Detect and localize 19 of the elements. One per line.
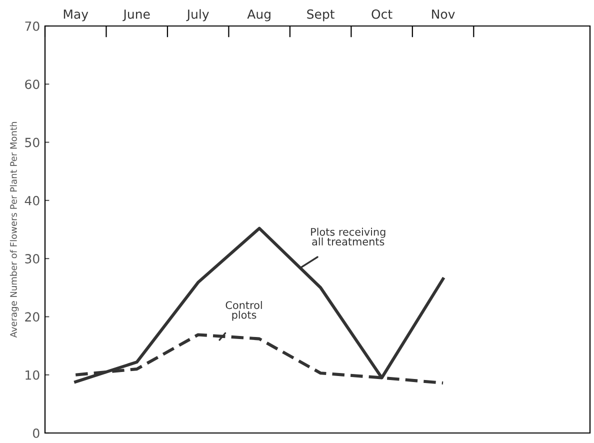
x-tick-label: Nov	[432, 10, 455, 19]
y-tick-label: 30	[25, 254, 40, 264]
y-tick-label: 0	[33, 428, 40, 438]
x-tick-label: Sept	[307, 9, 334, 22]
x-tick-label: May	[64, 10, 88, 22]
y-tick-label: 40	[24, 196, 40, 206]
x-tick-label: June	[122, 10, 150, 22]
x-tick-label: Oct	[372, 9, 392, 19]
y-tick-label: 20	[25, 312, 40, 322]
x-tick-label: July	[186, 9, 209, 22]
y-tick-label: 10	[26, 370, 40, 380]
y-axis-title: Average Number of Flowers Per Plant Per Month	[10, 122, 19, 338]
x-tick-label: Aug	[247, 10, 270, 22]
y-tick-label: 50	[25, 138, 40, 148]
annotation: Control plots	[226, 301, 262, 321]
line-series	[74, 226, 445, 384]
annotation: Plots receiving all treatments	[311, 228, 386, 246]
y-tick-label: 70	[25, 21, 40, 31]
y-tick-label: 60	[25, 80, 40, 90]
